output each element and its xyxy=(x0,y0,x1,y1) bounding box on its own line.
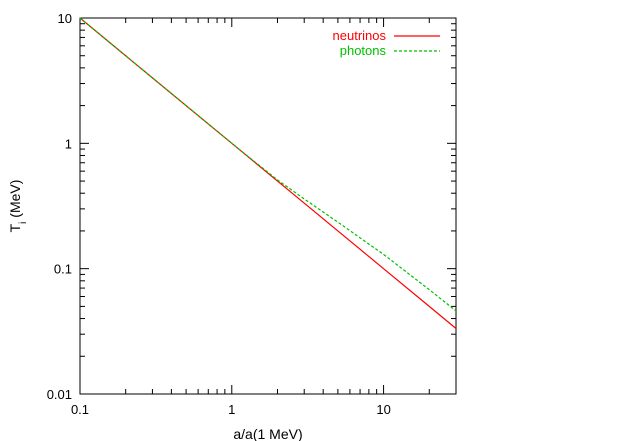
x-axis-label: a/a(1 MeV) xyxy=(233,426,302,441)
y-axis-label-sub: i xyxy=(18,222,29,224)
x-tick-label: 10 xyxy=(376,402,390,417)
y-tick-label: 1 xyxy=(65,136,72,151)
x-tick-label: 0.1 xyxy=(71,402,89,417)
series-line-neutrinos xyxy=(79,17,457,329)
plot-frame xyxy=(79,17,457,395)
y-axis-label: Ti (MeV) xyxy=(7,180,29,233)
y-axis-label-unit: (MeV) xyxy=(7,180,23,222)
series-line-photons xyxy=(79,17,457,312)
y-tick-label: 0.1 xyxy=(54,262,72,277)
y-tick-label: 0.01 xyxy=(47,387,72,402)
legend-label-neutrinos: neutrinos xyxy=(333,28,387,43)
legend-label-photons: photons xyxy=(340,43,387,58)
x-tick-label: 1 xyxy=(228,402,235,417)
series-lines xyxy=(79,17,457,329)
y-axis-label-main: T xyxy=(7,223,23,232)
y-tick-label: 10 xyxy=(58,11,72,26)
